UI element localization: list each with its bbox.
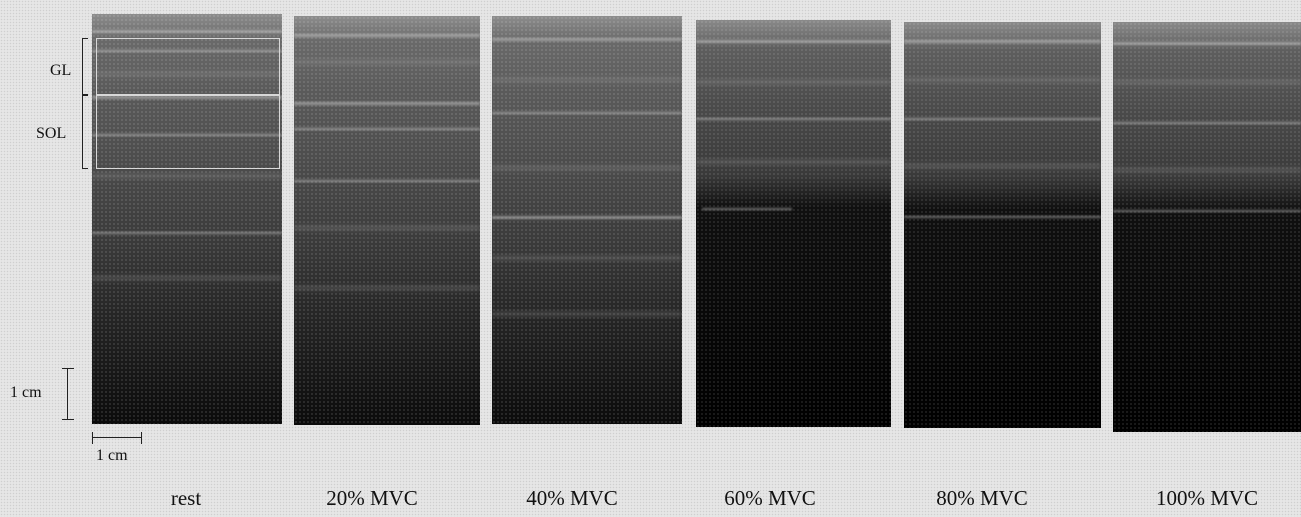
horizontal-scale-bar bbox=[92, 432, 142, 444]
roi-gl-box bbox=[96, 38, 280, 95]
ultrasound-panel-100mvc bbox=[1113, 22, 1301, 432]
vertical-scale-bar bbox=[62, 368, 74, 420]
gl-label: GL bbox=[50, 62, 72, 79]
condition-label-100mvc: 100% MVC bbox=[1155, 486, 1259, 510]
condition-label-60mvc: 60% MVC bbox=[724, 486, 816, 510]
vertical-scale-label: 1 cm bbox=[10, 384, 42, 401]
ultrasound-panel-20mvc bbox=[294, 16, 480, 425]
ultrasound-panel-60mvc bbox=[696, 20, 891, 427]
condition-label-40mvc: 40% MVC bbox=[526, 486, 618, 510]
sol-label: SOL bbox=[36, 125, 67, 142]
sol-bracket bbox=[82, 95, 88, 169]
horizontal-scale-label: 1 cm bbox=[96, 447, 128, 464]
condition-label-20mvc: 20% MVC bbox=[326, 486, 418, 510]
condition-label-80mvc: 80% MVC bbox=[936, 486, 1028, 510]
roi-sol-box bbox=[96, 95, 280, 169]
ultrasound-panel-40mvc bbox=[492, 16, 682, 424]
gl-bracket bbox=[82, 38, 88, 95]
ultrasound-panel-rest bbox=[92, 14, 282, 424]
condition-label-rest: rest bbox=[170, 486, 202, 510]
ultrasound-panel-80mvc bbox=[904, 22, 1101, 428]
